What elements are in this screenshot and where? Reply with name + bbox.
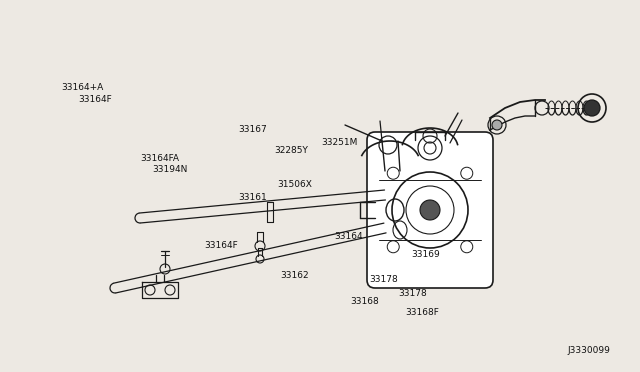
Text: 32285Y: 32285Y xyxy=(275,146,308,155)
Text: 33178: 33178 xyxy=(370,275,398,283)
Text: J3330099: J3330099 xyxy=(567,346,610,355)
Text: 33164+A: 33164+A xyxy=(61,83,103,92)
Circle shape xyxy=(584,100,600,116)
FancyBboxPatch shape xyxy=(367,132,493,288)
Text: 33169: 33169 xyxy=(412,250,440,259)
Text: 33161: 33161 xyxy=(239,193,267,202)
Circle shape xyxy=(492,120,502,130)
Text: 33164: 33164 xyxy=(335,232,363,241)
Text: 33164F: 33164F xyxy=(204,241,237,250)
Text: 33164F: 33164F xyxy=(78,95,111,104)
Text: 33194N: 33194N xyxy=(152,165,188,174)
Circle shape xyxy=(420,200,440,220)
Text: 33162: 33162 xyxy=(280,271,308,280)
Text: 33178: 33178 xyxy=(399,289,427,298)
Text: 33168F: 33168F xyxy=(406,308,439,317)
Text: 33164FA: 33164FA xyxy=(141,154,179,163)
Text: 31506X: 31506X xyxy=(277,180,312,189)
Text: 33168: 33168 xyxy=(351,297,379,306)
Text: 33167: 33167 xyxy=(239,125,267,134)
Text: 33251M: 33251M xyxy=(321,138,357,147)
